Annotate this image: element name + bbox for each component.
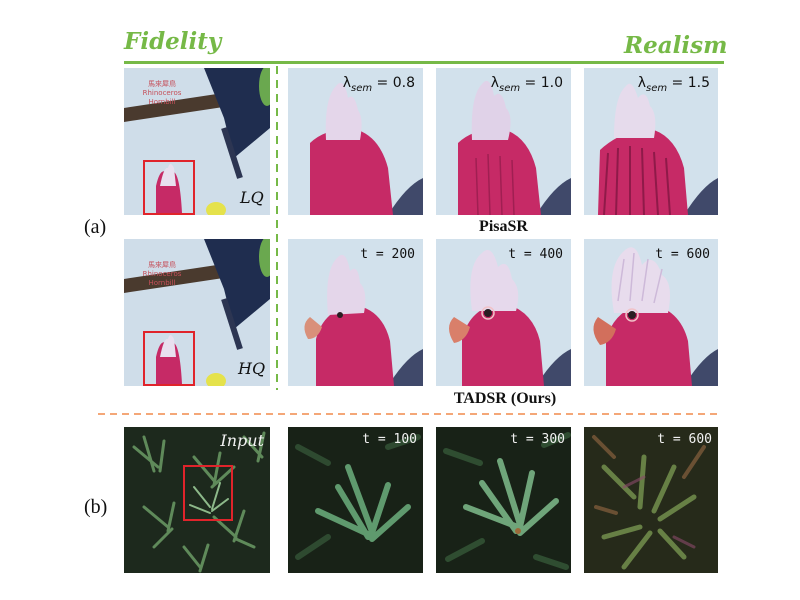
input-label: Input — [220, 431, 264, 450]
t-label-200: t = 200 — [360, 247, 415, 262]
cockatoo-image — [584, 68, 718, 215]
t-label-600: t = 600 — [655, 247, 710, 262]
tadsr-caption: TADSR (Ours) — [453, 390, 557, 407]
sign-text: 馬來犀鳥 Rhinoceros Hornbill — [138, 80, 186, 107]
crop-region-box — [183, 465, 233, 521]
sign-line-2: Rhinoceros — [142, 270, 182, 278]
cockatoo-image — [436, 239, 571, 386]
lq-thumbnail: 馬來犀鳥 Rhinoceros Hornbill LQ — [124, 68, 270, 215]
pisasr-caption: PisaSR — [479, 218, 528, 235]
hq-scene — [124, 239, 270, 386]
cockatoo-image — [584, 239, 718, 386]
input-thumbnail: Input — [124, 427, 270, 573]
tadsr-panel-2: t = 400 — [436, 239, 571, 386]
fidelity-header: Fidelity — [124, 28, 222, 55]
pisasr-panel-1: λsem = 0.8 — [288, 68, 423, 215]
tadsr-panel-3: t = 600 — [584, 239, 718, 386]
tadsr-panel-1: t = 200 — [288, 239, 423, 386]
cockatoo-image — [288, 239, 423, 386]
foliage-image — [436, 427, 571, 573]
crop-region-box — [143, 331, 195, 386]
sign-text: 馬來犀鳥 Rhinoceros Hornbill — [138, 261, 186, 288]
hq-label: HQ — [238, 359, 266, 378]
sign-line-1: 馬來犀鳥 — [148, 80, 176, 88]
lambda-label-1: λsem = 0.8 — [342, 75, 415, 94]
pisasr-panel-3: λsem = 1.5 — [584, 68, 718, 215]
t-label-300: t = 300 — [510, 432, 565, 447]
foliage-panel-2: t = 300 — [436, 427, 571, 573]
foliage-image — [288, 427, 423, 573]
pisasr-panel-2: λsem = 1.0 — [436, 68, 571, 215]
foliage-image — [584, 427, 718, 573]
lq-label: LQ — [240, 188, 264, 207]
foliage-scene — [124, 427, 270, 573]
row-label-a: (a) — [84, 216, 107, 238]
horizontal-divider — [98, 413, 720, 415]
lambda-label-2: λsem = 1.0 — [490, 75, 563, 94]
crop-region-box — [143, 160, 195, 215]
sign-line-3: Hornbill — [148, 279, 176, 287]
sign-line-3: Hornbill — [148, 98, 176, 106]
cockatoo-image — [288, 68, 423, 215]
t-label-600-b: t = 600 — [657, 432, 712, 447]
header-rule — [124, 61, 724, 64]
lq-scene — [124, 68, 270, 215]
cockatoo-image — [436, 68, 571, 215]
row-label-b: (b) — [84, 496, 108, 518]
sign-line-1: 馬來犀鳥 — [148, 261, 176, 269]
lambda-label-3: λsem = 1.5 — [637, 75, 710, 94]
hq-thumbnail: 馬來犀鳥 Rhinoceros Hornbill HQ — [124, 239, 270, 386]
foliage-panel-1: t = 100 — [288, 427, 423, 573]
t-label-400: t = 400 — [508, 247, 563, 262]
vertical-divider — [276, 66, 278, 390]
t-label-100: t = 100 — [362, 432, 417, 447]
foliage-panel-3: t = 600 — [584, 427, 718, 573]
sign-line-2: Rhinoceros — [142, 89, 182, 97]
realism-header: Realism — [624, 32, 728, 59]
